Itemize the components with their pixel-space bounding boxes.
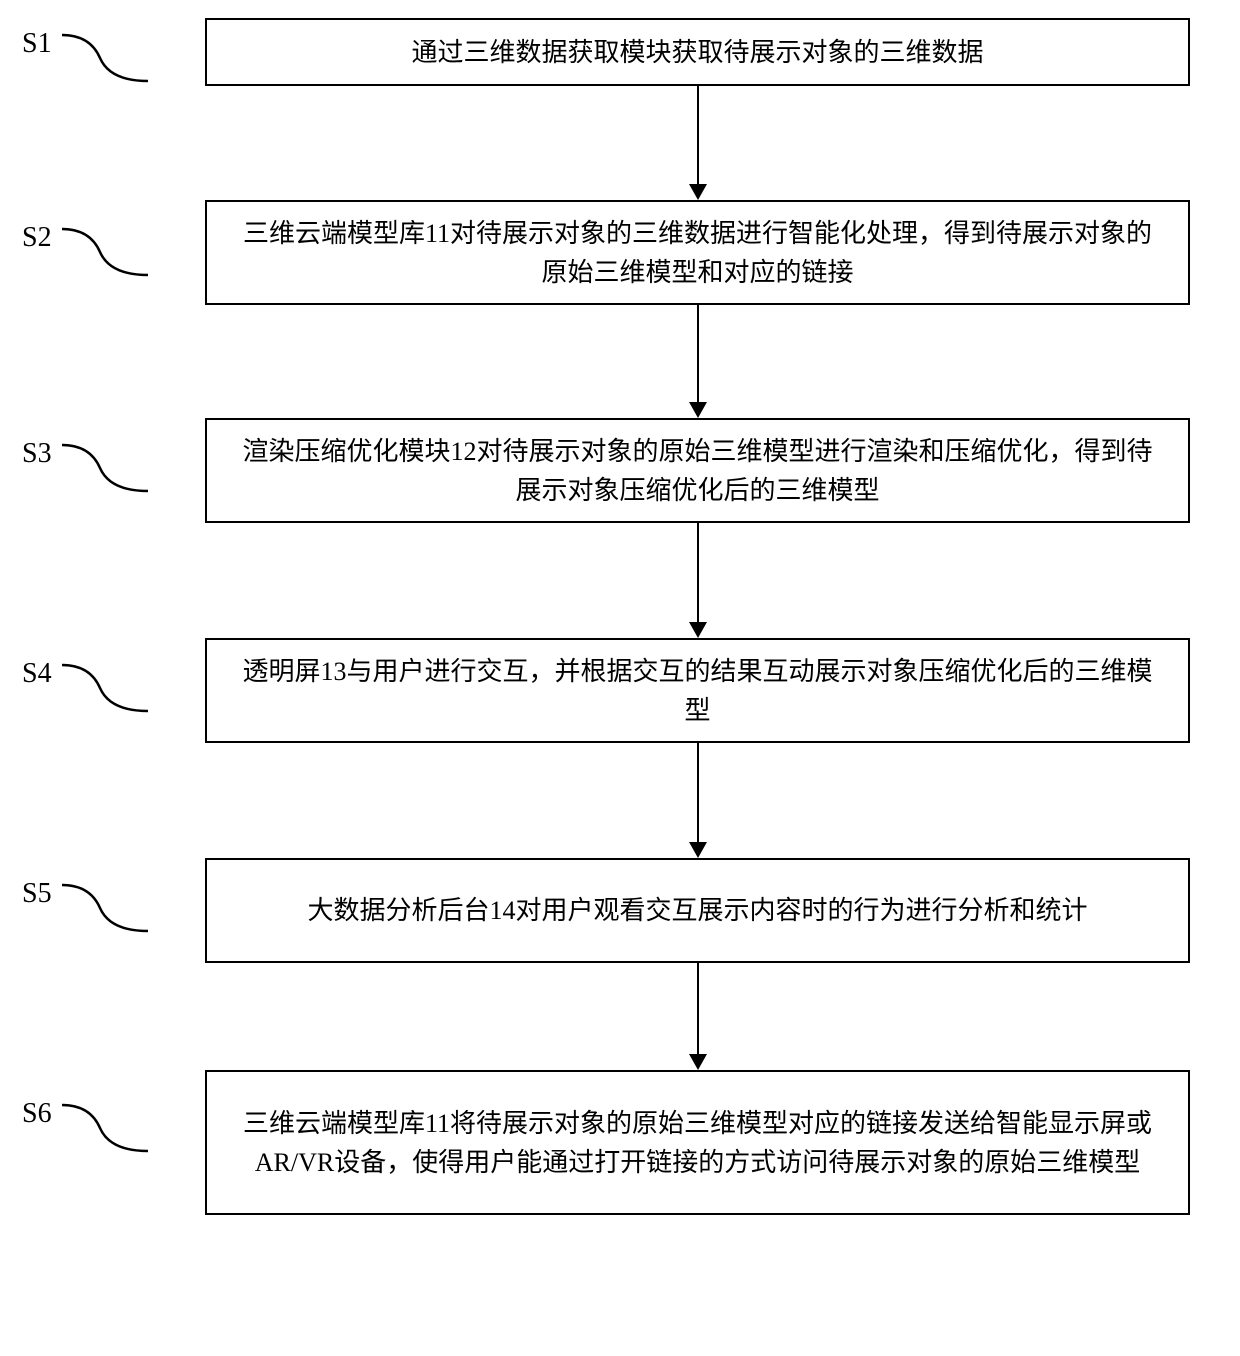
step-box-s5: 大数据分析后台14对用户观看交互展示内容时的行为进行分析和统计: [205, 858, 1190, 963]
step-label-s6: S6: [22, 1098, 52, 1130]
step-label-s1: S1: [22, 28, 52, 60]
step-box-s2: 三维云端模型库11对待展示对象的三维数据进行智能化处理，得到待展示对象的原始三维…: [205, 200, 1190, 305]
step-box-s3: 渲染压缩优化模块12对待展示对象的原始三维模型进行渲染和压缩优化，得到待展示对象…: [205, 418, 1190, 523]
label-curve-s2: [60, 227, 150, 287]
step-text-s2: 三维云端模型库11对待展示对象的三维数据进行智能化处理，得到待展示对象的原始三维…: [237, 214, 1158, 292]
label-curve-s4: [60, 663, 150, 723]
step-box-s4: 透明屏13与用户进行交互，并根据交互的结果互动展示对象压缩优化后的三维模型: [205, 638, 1190, 743]
arrow-s3-s4: [697, 523, 699, 636]
label-text-s2: S2: [22, 222, 52, 253]
label-curve-s1: [60, 33, 150, 93]
label-text-s1: S1: [22, 28, 52, 59]
step-label-s2: S2: [22, 222, 52, 254]
label-text-s4: S4: [22, 658, 52, 689]
step-label-s5: S5: [22, 878, 52, 910]
step-text-s1: 通过三维数据获取模块获取待展示对象的三维数据: [411, 33, 983, 72]
label-curve-s6: [60, 1103, 150, 1163]
step-box-s1: 通过三维数据获取模块获取待展示对象的三维数据: [205, 18, 1190, 86]
arrow-s2-s3: [697, 305, 699, 416]
arrow-s4-s5: [697, 743, 699, 856]
step-label-s4: S4: [22, 658, 52, 690]
step-box-s6: 三维云端模型库11将待展示对象的原始三维模型对应的链接发送给智能显示屏或AR/V…: [205, 1070, 1190, 1215]
step-label-s3: S3: [22, 438, 52, 470]
label-text-s5: S5: [22, 878, 52, 909]
label-text-s6: S6: [22, 1098, 52, 1129]
step-text-s4: 透明屏13与用户进行交互，并根据交互的结果互动展示对象压缩优化后的三维模型: [237, 652, 1158, 730]
label-curve-s3: [60, 443, 150, 503]
label-text-s3: S3: [22, 438, 52, 469]
step-text-s5: 大数据分析后台14对用户观看交互展示内容时的行为进行分析和统计: [307, 891, 1087, 930]
arrow-s1-s2: [697, 86, 699, 198]
step-text-s3: 渲染压缩优化模块12对待展示对象的原始三维模型进行渲染和压缩优化，得到待展示对象…: [237, 432, 1158, 510]
label-curve-s5: [60, 883, 150, 943]
arrow-s5-s6: [697, 963, 699, 1068]
flowchart-container: S1 通过三维数据获取模块获取待展示对象的三维数据 S2 三维云端模型库11对待…: [0, 0, 1240, 1356]
step-text-s6: 三维云端模型库11将待展示对象的原始三维模型对应的链接发送给智能显示屏或AR/V…: [237, 1104, 1158, 1182]
